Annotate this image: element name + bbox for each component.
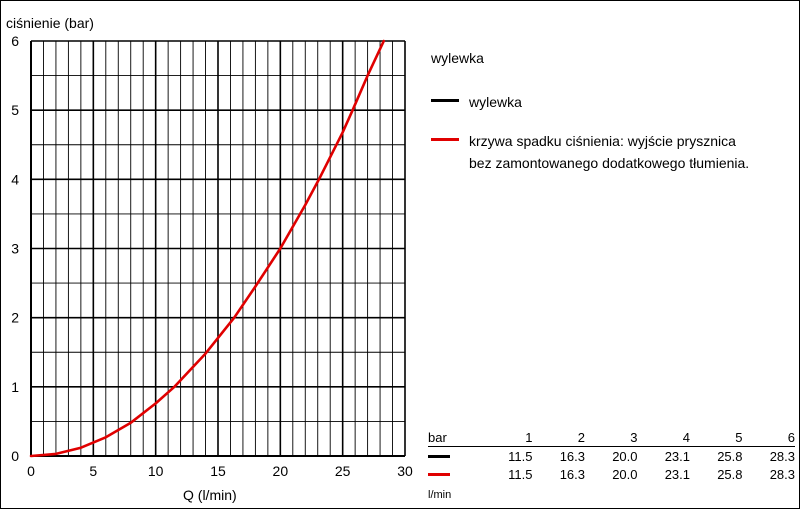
table-swatch-black — [428, 454, 450, 458]
y-axis-label: ciśnienie (bar) — [6, 15, 94, 31]
table-cell: 28.3 — [769, 466, 795, 482]
legend-swatch-red — [431, 138, 459, 141]
series-line-1 — [29, 39, 386, 458]
legend-label-black: wylewka — [469, 94, 522, 110]
tick-labels: 0 5 10 15 20 25 30 0 1 2 3 4 5 6 — [11, 33, 413, 479]
table-swatch-red — [428, 472, 450, 476]
table-header-cell: 2 — [577, 429, 585, 445]
table-cell: 25.8 — [717, 448, 743, 464]
table-cell: 11.5 — [508, 448, 533, 464]
table-row-black: 11.5 16.3 20.0 23.1 25.8 28.3 — [428, 447, 795, 465]
legend-title: wylewka — [431, 50, 484, 66]
legend-item-red: krzywa spadku ciśnienia: wyjście pryszni… — [431, 130, 759, 174]
table-cell: 20.0 — [612, 448, 638, 464]
table-header-cell: 4 — [682, 429, 690, 445]
table-cell: 20.0 — [612, 466, 638, 482]
legend-item-black: wylewka — [431, 91, 769, 113]
x-tick-label: 0 — [27, 463, 35, 479]
x-tick-label: 10 — [148, 463, 164, 479]
y-tick-label: 5 — [11, 102, 19, 118]
table-header-label: bar — [428, 429, 447, 445]
grid-major — [30, 40, 406, 457]
table-cell: 11.5 — [508, 466, 533, 482]
x-axis-label: Q (l/min) — [183, 487, 237, 503]
table-cell: 25.8 — [717, 466, 743, 482]
series-layer — [29, 39, 386, 458]
table-unit-label: l/min — [428, 489, 452, 501]
y-tick-label: 3 — [11, 241, 19, 257]
table-row-swatch-cell — [428, 454, 480, 458]
y-tick-label: 6 — [11, 33, 19, 49]
table-header-cell: 3 — [630, 429, 638, 445]
table-cell: 16.3 — [559, 448, 585, 464]
table-row-swatch-cell — [428, 472, 480, 476]
legend-label-red: krzywa spadku ciśnienia: wyjście pryszni… — [469, 133, 750, 171]
table-header-cell: 5 — [735, 429, 743, 445]
table-cell: 23.1 — [664, 448, 690, 464]
y-tick-label: 1 — [11, 379, 19, 395]
table-header-cell: 1 — [525, 429, 533, 445]
x-tick-label: 25 — [335, 463, 351, 479]
pressure-flow-table: bar 1 2 3 4 5 6 11.5 16.3 20.0 23.1 25.8 28.3 11.5… — [428, 428, 795, 483]
x-tick-label: 20 — [273, 463, 289, 479]
y-tick-label: 4 — [11, 171, 19, 187]
legend-swatch-black — [431, 99, 459, 102]
table-cell: 16.3 — [559, 466, 585, 482]
table-header-cell: 6 — [787, 429, 795, 445]
y-tick-label: 0 — [11, 448, 19, 464]
x-tick-label: 5 — [89, 463, 97, 479]
table-row-red: 11.5 16.3 20.0 23.1 25.8 28.3 — [428, 465, 795, 483]
x-tick-label: 30 — [397, 463, 413, 479]
table-cell: 23.1 — [664, 466, 690, 482]
y-tick-label: 2 — [11, 310, 19, 326]
x-tick-label: 15 — [210, 463, 226, 479]
table-cell: 28.3 — [769, 448, 795, 464]
table-header-row: bar 1 2 3 4 5 6 — [428, 428, 795, 447]
